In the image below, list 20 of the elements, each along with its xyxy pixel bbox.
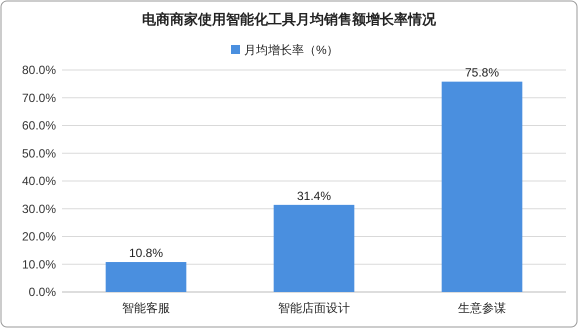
x-tick-label: 智能店面设计 [278,301,350,315]
y-tick-label: 30.0% [22,202,56,216]
legend-label: 月均增长率（%） [244,43,339,57]
y-tick-label: 0.0% [28,285,56,299]
bar [106,262,186,292]
data-label: 31.4% [296,188,332,203]
y-tick-label: 80.0% [22,63,56,77]
bar [442,82,522,292]
x-tick-label: 生意参谋 [458,301,506,315]
bar [274,204,354,292]
chart-title: 电商商家使用智能化工具月均销售额增长率情况 [142,11,437,27]
data-label: 75.8% [464,66,500,80]
y-tick-label: 50.0% [22,146,56,160]
y-tick-label: 40.0% [22,174,56,188]
y-tick-label: 70.0% [22,90,56,105]
data-label: 10.8% [128,246,164,260]
y-tick-label: 10.0% [22,257,56,272]
y-tick-label: 20.0% [22,230,56,244]
y-tick-label: 60.0% [22,118,56,132]
x-tick-label: 智能客服 [122,301,170,315]
